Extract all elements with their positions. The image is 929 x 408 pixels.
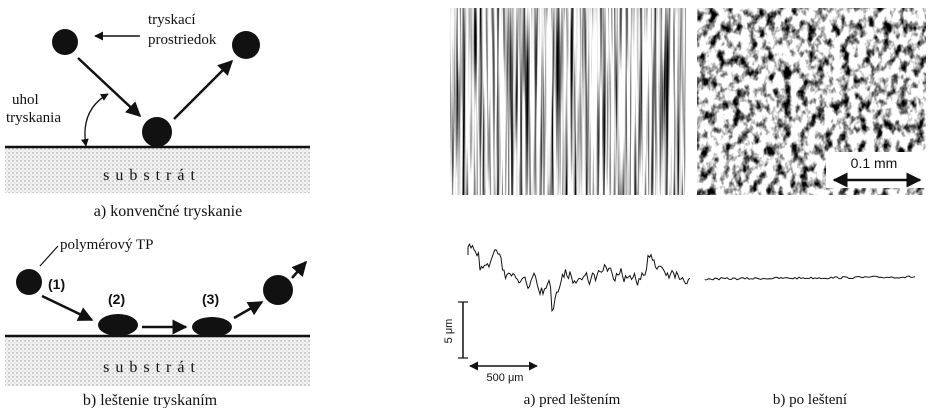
- caption: a) pred leštením: [524, 392, 621, 408]
- arrow: [41, 294, 94, 322]
- profile-after: [704, 275, 916, 281]
- step-label: (3): [202, 291, 219, 307]
- particle-deformed: [192, 317, 232, 337]
- particle: [232, 31, 260, 59]
- particle: [263, 275, 293, 305]
- label: tryskací: [148, 12, 195, 28]
- caption: b) leštenie tryskaním: [83, 392, 218, 408]
- label: polymérový TP: [60, 237, 153, 253]
- label: tryskania: [6, 110, 61, 126]
- substrate: [5, 336, 310, 386]
- scale-label: 0.1 mm: [851, 155, 898, 171]
- substrate: [5, 147, 310, 193]
- arrow: [291, 260, 307, 279]
- leader: [39, 245, 59, 267]
- particle: [52, 29, 78, 55]
- vertical-scale-label: 5 μm: [443, 319, 455, 344]
- particle: [142, 117, 172, 147]
- profile-before: [467, 243, 691, 313]
- horizontal-scale-label: 500 μm: [487, 372, 524, 384]
- arrow: [233, 300, 264, 320]
- label: uhol: [12, 92, 39, 108]
- caption: a) konvenčné tryskanie: [94, 203, 242, 220]
- substrate-label: substrát: [103, 359, 201, 376]
- arrow: [77, 57, 142, 118]
- micrograph-before: [450, 8, 686, 195]
- label: prostriedok: [148, 32, 217, 48]
- particle: [16, 269, 42, 295]
- arrow: [173, 59, 234, 120]
- particle-deformed: [98, 314, 138, 336]
- caption: b) po leštení: [773, 392, 847, 408]
- step-label: (2): [108, 291, 125, 307]
- substrate-label: substrát: [103, 167, 201, 184]
- step-label: (1): [48, 276, 65, 292]
- angle-arc: [81, 93, 109, 147]
